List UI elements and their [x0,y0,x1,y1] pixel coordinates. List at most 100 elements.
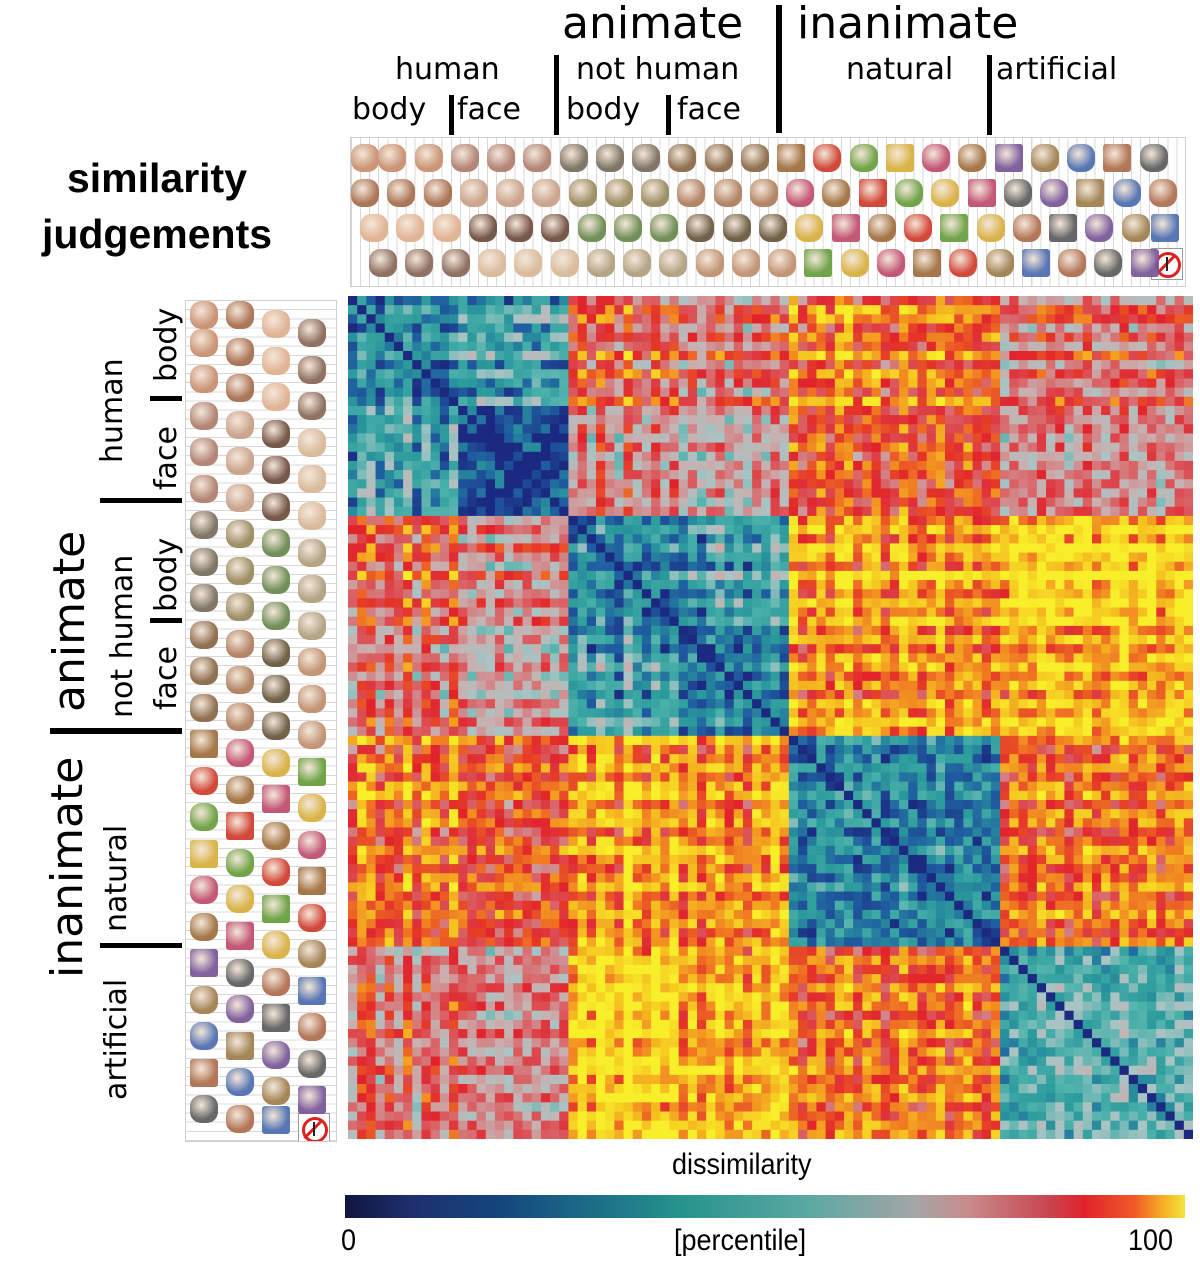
heatmap-cell [384,415,395,425]
heatmap-cell [559,552,570,563]
stimulus-thumbnail-icon [298,319,326,348]
heatmap-cell [357,396,367,407]
heatmap-cell [853,451,863,462]
heatmap-cell [798,534,808,544]
heatmap-cell [1018,552,1029,563]
heatmap-cell [1110,744,1121,755]
heatmap-cell [788,534,799,544]
heatmap-cell [1091,662,1102,673]
heatmap-cell [899,754,909,764]
heatmap-cell [605,543,615,554]
heatmap-cell [917,451,928,462]
heatmap-cell [807,350,818,361]
heatmap-cell [458,506,468,517]
heatmap-cell [1183,635,1193,645]
heatmap-cell [651,460,661,471]
heatmap-cell [421,635,432,645]
heatmap-cell [1064,635,1075,645]
heatmap-cell [1174,525,1185,535]
heatmap-cell [1174,415,1185,425]
heatmap-cell [568,763,579,774]
heatmap-cell [843,717,854,728]
heatmap-cell [981,360,992,370]
heatmap-cell [862,735,873,746]
heatmap-cell [1018,314,1029,325]
heatmap-cell [1183,305,1193,315]
heatmap-cell [605,479,615,490]
heatmap-cell [348,497,358,508]
heatmap-cell [485,470,496,480]
heatmap-cell [825,570,836,581]
stimulus-thumbnail-icon [1040,179,1069,207]
heatmap-cell [1027,699,1038,709]
stimulus-thumbnail-icon [740,144,769,172]
heatmap-cell [899,744,909,755]
heatmap-cell [843,442,854,453]
heatmap-cell [816,350,827,361]
heatmap-cell [1101,735,1111,746]
heatmap-cell [1174,314,1185,325]
heatmap-cell [935,488,946,499]
heatmap-cell [926,479,937,490]
heatmap-cell [430,296,441,306]
heatmap-cell [972,598,983,609]
heatmap-cell [752,735,762,746]
heatmap-cell [697,754,707,764]
heatmap-cell [348,726,358,737]
heatmap-cell [412,515,423,526]
stimulus-thumbnail-icon [226,885,254,914]
heatmap-cell [641,534,652,544]
heatmap-cell [1091,690,1102,700]
heatmap-cell [899,543,909,554]
heatmap-cell [366,726,377,737]
heatmap-cell [1174,534,1185,544]
heatmap-cell [348,708,358,719]
heatmap-cell [1055,442,1066,453]
heatmap-cell [651,525,661,535]
heatmap-cell [843,488,854,499]
heatmap-cell [990,525,1001,535]
heatmap-cell [550,589,560,599]
heatmap-cell [761,589,772,599]
heatmap-cell [770,561,781,572]
heatmap-cell [1000,433,1010,444]
heatmap-cell [889,451,900,462]
heatmap-cell [853,488,863,499]
heatmap-cell [522,644,533,654]
heatmap-cell [605,525,615,535]
heatmap-cell [742,296,753,306]
heatmap-cell [568,690,579,700]
heatmap-cell [412,305,423,315]
heatmap-cell [660,296,671,306]
heatmap-cell [1165,635,1176,645]
heatmap-cell [458,525,468,535]
heatmap-cell [825,616,836,627]
heatmap-cell [1110,506,1121,517]
heatmap-cell [853,424,863,435]
heatmap-cell [605,644,615,654]
heatmap-cell [1055,360,1066,370]
heatmap-cell [935,561,946,572]
heatmap-cell [476,341,487,352]
heatmap-cell [1147,451,1157,462]
heatmap-cell [531,323,542,334]
heatmap-cell [485,424,496,435]
stimulus-thumbnail-icon [262,383,290,412]
heatmap-cell [393,690,404,700]
heatmap-cell [825,369,836,380]
heatmap-cell [623,598,634,609]
heatmap-cell [375,350,386,361]
heatmap-cell [669,378,680,389]
heatmap-cell [357,515,367,526]
stimulus-thumbnail-icon [190,985,218,1014]
heatmap-cell [678,442,689,453]
heatmap-cell [1137,506,1148,517]
heatmap-cell [816,708,827,719]
heatmap-cell [458,323,468,334]
heatmap-cell [393,662,404,673]
heatmap-cell [614,607,625,618]
heatmap-cell [871,607,882,618]
heatmap-cell [880,735,891,746]
heatmap-cell [651,598,661,609]
heatmap-cell [798,369,808,380]
